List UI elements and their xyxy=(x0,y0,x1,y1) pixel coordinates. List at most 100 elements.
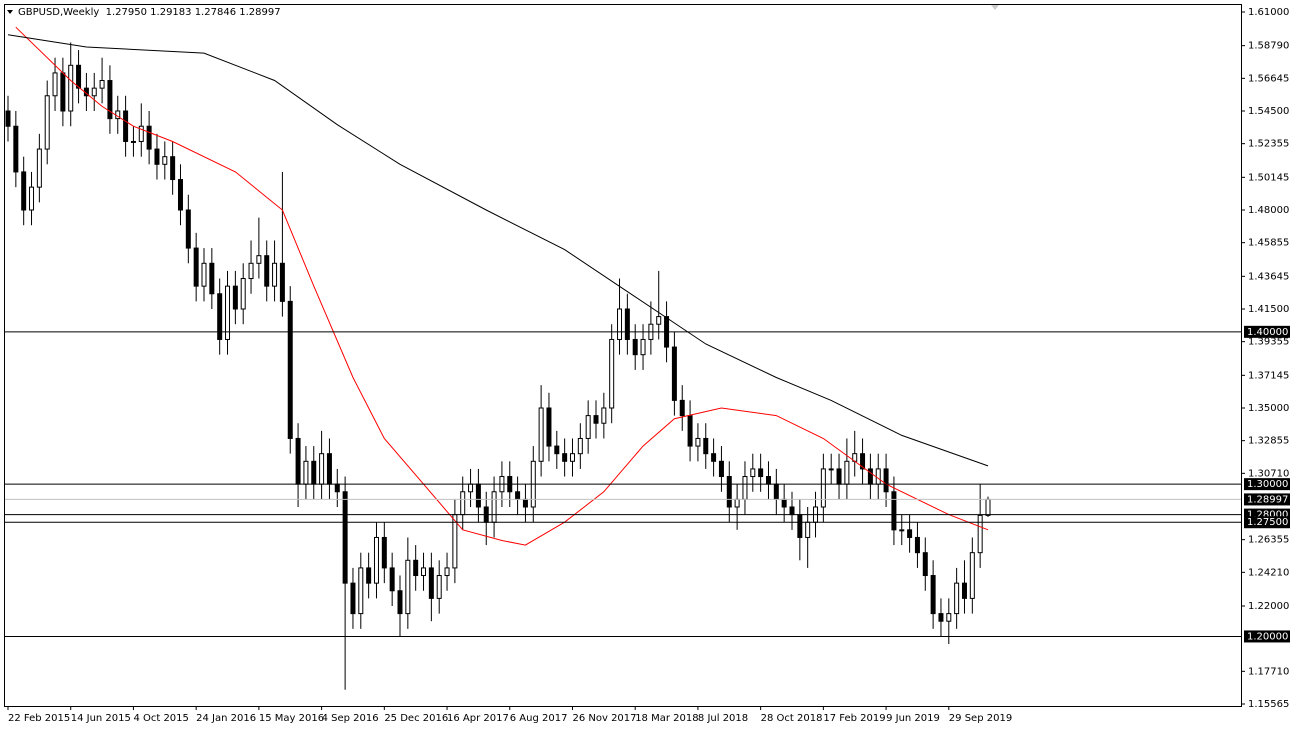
candle-body xyxy=(13,125,19,173)
candle-body xyxy=(460,491,466,516)
x-tick-label: 28 Oct 2018 xyxy=(761,713,823,724)
candle-body xyxy=(515,491,521,500)
candle-body xyxy=(444,567,450,577)
candle-body xyxy=(562,453,568,462)
x-tick-label: 26 Nov 2017 xyxy=(572,713,636,724)
candle-body xyxy=(193,247,199,287)
candle-body xyxy=(5,110,11,127)
candle-body xyxy=(397,590,403,615)
candle-body xyxy=(201,262,207,287)
candle-body xyxy=(366,567,372,584)
candle-body xyxy=(29,186,35,211)
candle-body xyxy=(546,407,552,447)
candle-body xyxy=(162,156,168,165)
candle-body xyxy=(319,453,325,485)
candle-body xyxy=(922,552,928,577)
x-tick-label: 18 Mar 2018 xyxy=(635,713,698,724)
shift-marker xyxy=(991,5,999,10)
candle-body xyxy=(295,437,301,485)
candle-body xyxy=(99,80,105,89)
level-label: 1.28000 xyxy=(1247,510,1288,521)
candle-body xyxy=(703,437,709,455)
moving-average xyxy=(15,26,989,546)
candle-body xyxy=(930,575,936,615)
y-tick-label: 1.35000 xyxy=(1248,403,1289,414)
candle-body xyxy=(828,468,834,471)
level-label-box xyxy=(1244,478,1290,491)
y-tick-label: 1.58790 xyxy=(1248,41,1289,52)
candle-body xyxy=(554,445,560,455)
y-tick-label: 1.30710 xyxy=(1248,468,1289,479)
candle-body xyxy=(287,300,293,439)
y-tick-label: 1.52355 xyxy=(1248,139,1289,150)
candle-body xyxy=(177,179,183,211)
candle-body xyxy=(938,613,944,622)
candle-body xyxy=(334,483,340,493)
x-tick-label: 17 Feb 2019 xyxy=(823,713,885,724)
candle-body xyxy=(765,476,771,485)
y-tick-label: 1.54500 xyxy=(1248,106,1289,117)
candle-body xyxy=(711,453,717,462)
candle-body xyxy=(123,110,129,142)
candle-body xyxy=(875,468,881,485)
candle-body xyxy=(21,171,27,211)
level-label-box xyxy=(1244,516,1290,529)
candle-body xyxy=(209,262,215,295)
candle-body xyxy=(170,156,176,181)
x-tick-label: 16 Apr 2017 xyxy=(447,713,509,724)
candle-body xyxy=(718,460,724,478)
candle-body xyxy=(860,453,866,470)
candle-body xyxy=(381,536,387,569)
candle-body xyxy=(107,80,113,120)
y-tick-label: 1.61000 xyxy=(1248,7,1289,18)
candle-body xyxy=(671,346,677,401)
candle-body xyxy=(969,552,975,599)
candle-body xyxy=(946,613,952,622)
candle-body xyxy=(789,506,795,516)
price-label: 1.28997 xyxy=(1247,494,1288,505)
candle-body xyxy=(891,491,897,531)
candle-body xyxy=(279,262,285,302)
candle-body xyxy=(805,521,811,538)
y-tick-label: 1.39355 xyxy=(1248,337,1289,348)
y-tick-label: 1.17710 xyxy=(1248,666,1289,677)
candle-body xyxy=(742,476,748,500)
candle-body xyxy=(907,529,913,538)
candle-body xyxy=(413,559,419,577)
candle-body xyxy=(225,285,231,340)
candle-body xyxy=(758,468,764,478)
y-tick-label: 1.41500 xyxy=(1248,304,1289,315)
y-tick-label: 1.43645 xyxy=(1248,271,1289,282)
candle-body xyxy=(428,567,434,599)
y-tick-label: 1.15565 xyxy=(1248,699,1289,710)
candle-body xyxy=(91,87,97,97)
x-tick-label: 25 Dec 2016 xyxy=(384,713,448,724)
x-tick-label: 15 May 2016 xyxy=(259,713,324,724)
candle-body xyxy=(468,483,474,493)
candle-body xyxy=(836,468,842,485)
candle-body xyxy=(326,453,332,485)
level-label: 1.27500 xyxy=(1247,517,1288,528)
x-tick-label: 22 Feb 2015 xyxy=(8,713,70,724)
candle-body xyxy=(773,483,779,500)
y-tick-label: 1.26355 xyxy=(1248,535,1289,546)
y-tick-label: 1.37145 xyxy=(1248,370,1289,381)
candle-body xyxy=(36,148,42,188)
candle-body xyxy=(977,514,983,554)
x-tick-label: 4 Oct 2015 xyxy=(133,713,188,724)
x-tick-label: 24 Jan 2016 xyxy=(196,713,256,724)
candle-body xyxy=(985,498,991,516)
candle-body xyxy=(569,453,575,462)
candle-body xyxy=(617,308,623,340)
candle-body xyxy=(240,278,246,310)
candle-body xyxy=(303,460,309,485)
candle-body xyxy=(146,125,152,150)
candle-body xyxy=(138,125,144,142)
candle-body xyxy=(436,575,442,599)
candle-body xyxy=(256,255,262,264)
y-tick-label: 1.45855 xyxy=(1248,238,1289,249)
candle-body xyxy=(624,308,630,340)
candle-body xyxy=(522,498,528,508)
x-tick-label: 6 Aug 2017 xyxy=(510,713,568,724)
candle-body xyxy=(679,399,685,417)
